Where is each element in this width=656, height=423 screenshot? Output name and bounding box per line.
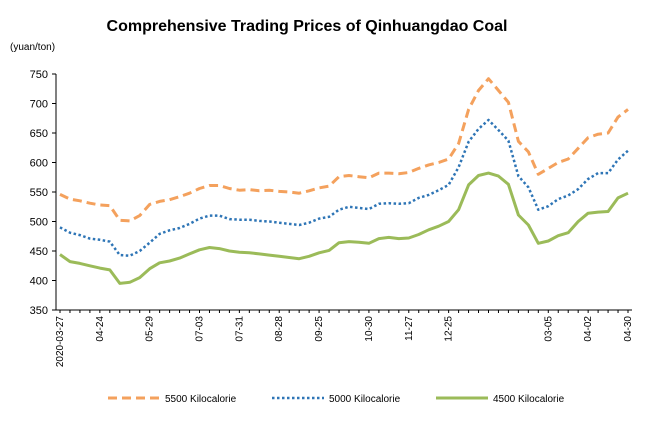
legend: 5500 Kilocalorie 5000 Kilocalorie 4500 Kil… (108, 394, 565, 405)
y-tick-label: 550 (30, 187, 48, 199)
x-tick-label: 11-27 (404, 316, 415, 341)
legend-label: 5500 Kilocalorie (165, 394, 237, 405)
y-tick-label: 650 (30, 128, 48, 140)
legend-label: 4500 Kilocalorie (493, 394, 565, 405)
x-tick-label: 04-02 (583, 316, 594, 342)
x-tick-label: 09-25 (314, 316, 325, 342)
chart-title: Comprehensive Trading Prices of Qinhuang… (107, 18, 508, 35)
y-tick-label: 350 (30, 305, 48, 317)
x-tick-label: 2020-03-27 (55, 316, 66, 368)
y-tick-label: 500 (30, 217, 48, 229)
x-tick-label: 12-25 (444, 316, 455, 342)
y-axis-unit-label: (yuan/ton) (10, 42, 55, 53)
x-tick-label: 10-30 (364, 316, 375, 342)
y-tick-label: 700 (30, 99, 48, 111)
series-line-5500 (59, 77, 629, 223)
x-tick-label: 04-24 (95, 316, 106, 342)
y-tick-label: 750 (30, 69, 48, 81)
plot-area: 350 400 450 500 550 600 650 700 750 2020-03-27 04-… (30, 69, 634, 367)
y-tick-label: 600 (30, 158, 48, 170)
x-tick-label: 07-03 (195, 316, 206, 342)
y-tick-label: 400 (30, 276, 48, 288)
x-tick-label: 05-29 (145, 316, 156, 342)
y-tick-label: 450 (30, 246, 48, 258)
x-tick-label: 03-05 (543, 316, 554, 342)
x-tick-label: 07-31 (234, 316, 245, 342)
legend-label: 5000 Kilocalorie (329, 394, 401, 405)
x-tick-label: 08-28 (274, 316, 285, 342)
series-line-5000 (59, 118, 629, 257)
x-tick-label: 04-30 (623, 316, 634, 342)
series-line-4500 (59, 171, 629, 285)
